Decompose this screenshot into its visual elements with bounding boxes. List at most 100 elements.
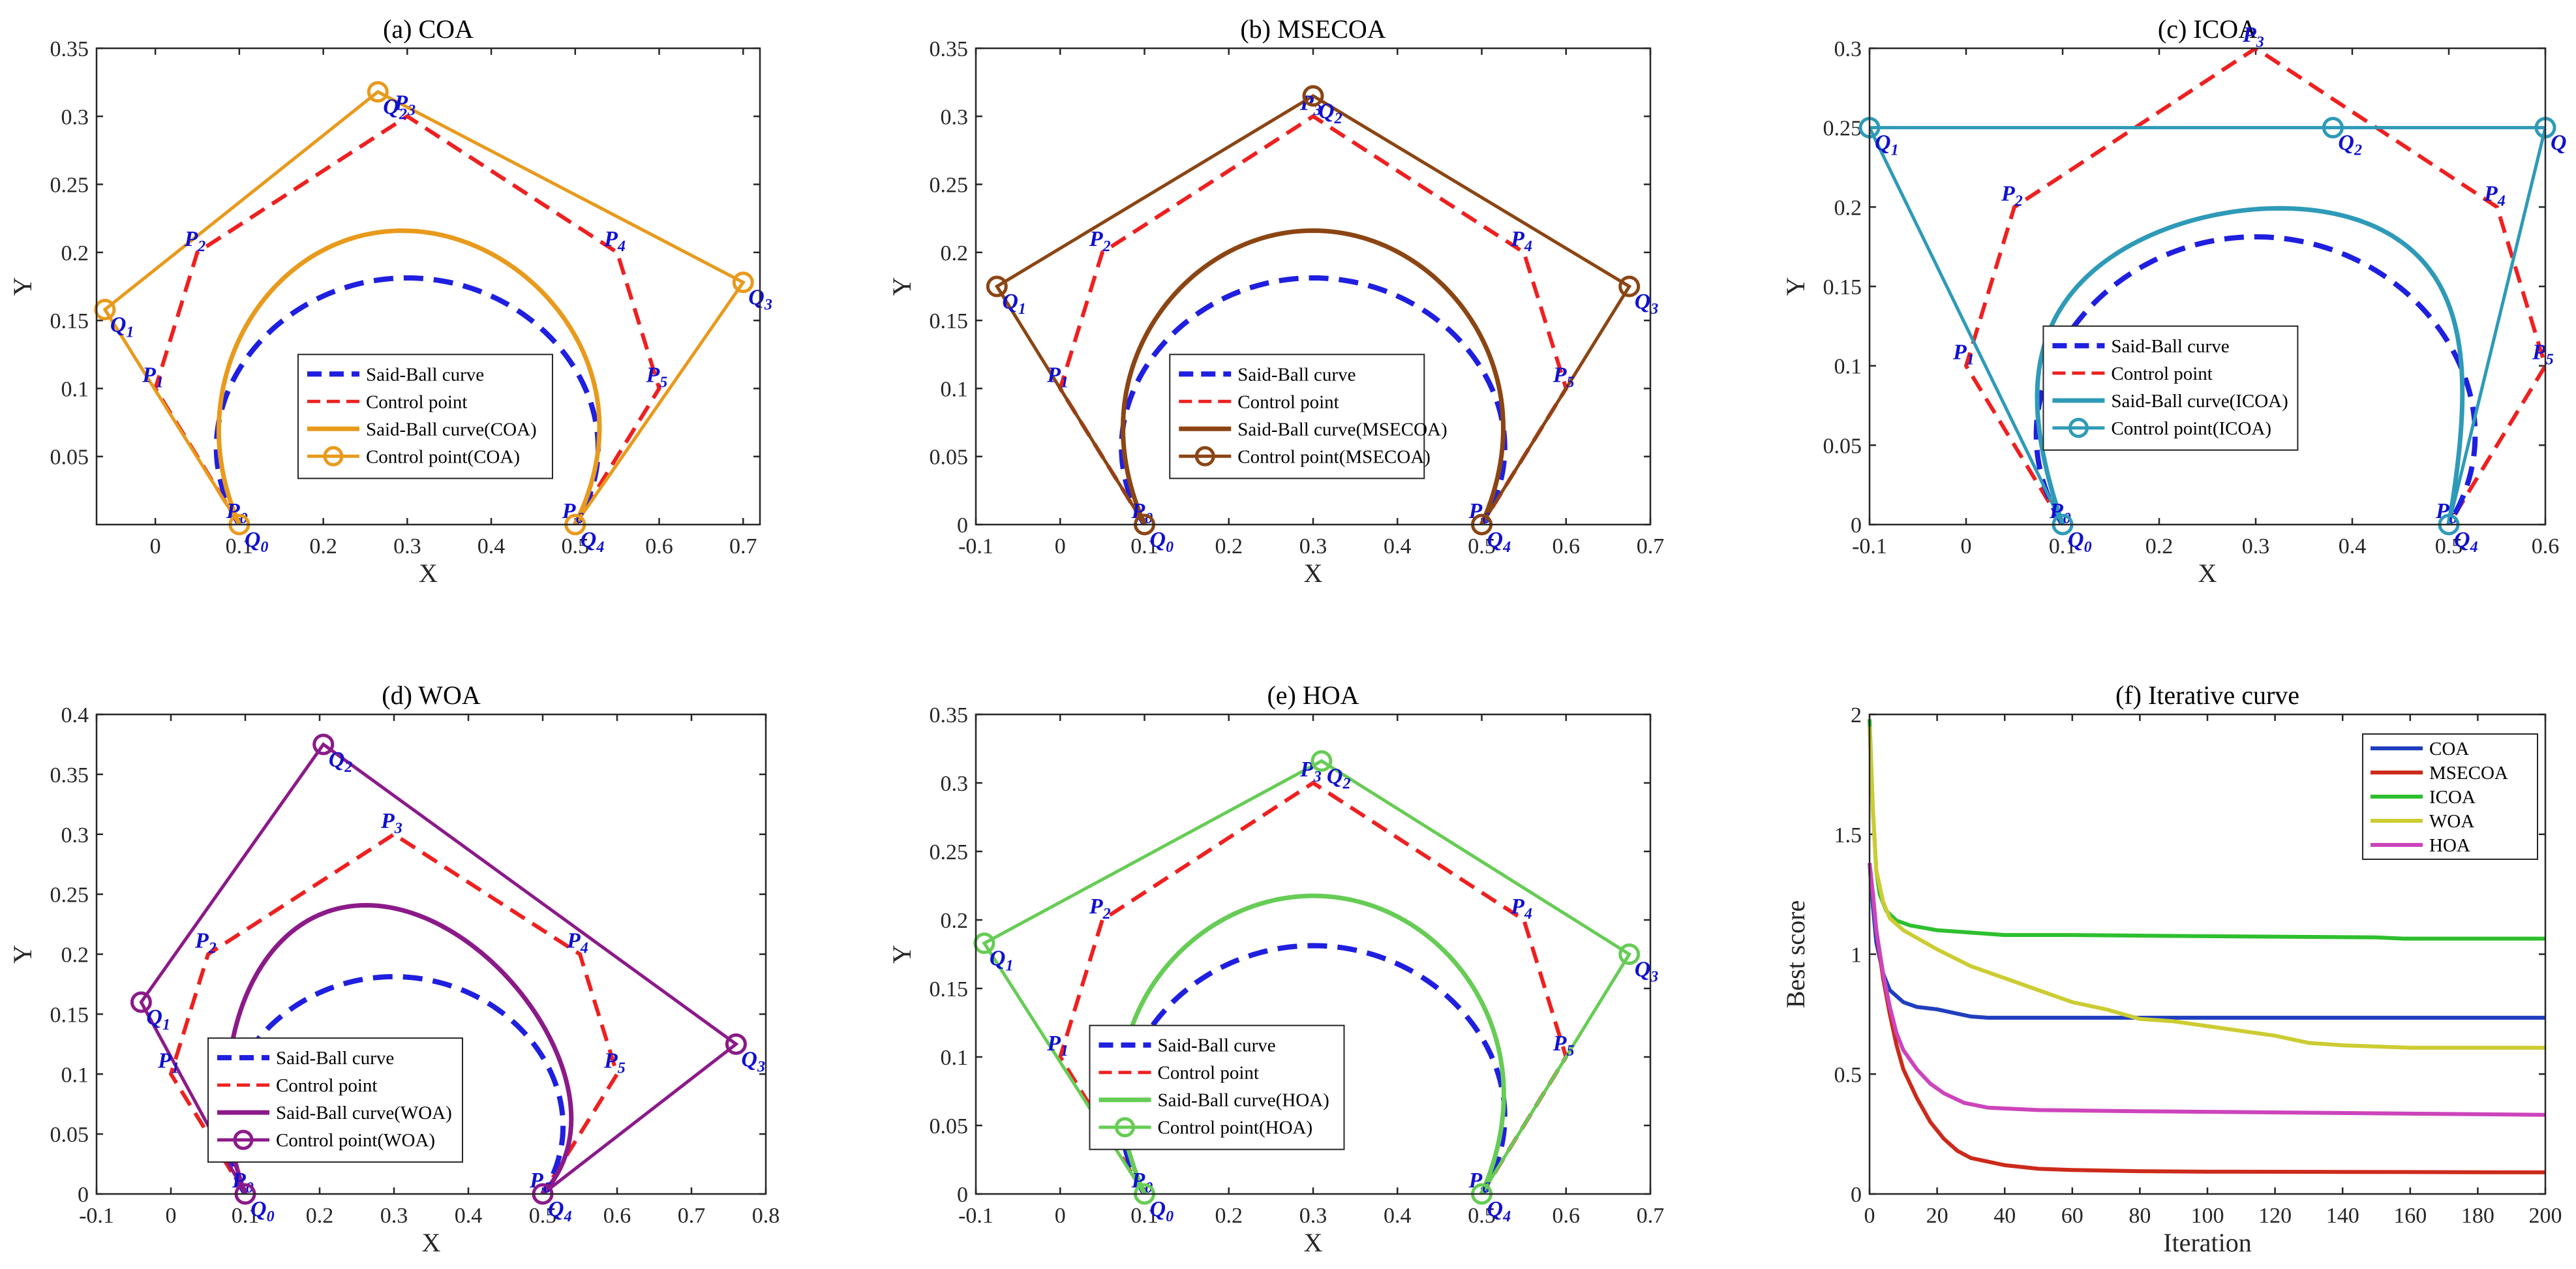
y-tick-label: 0.35	[930, 37, 969, 61]
y-tick-label: 0.25	[1823, 117, 1862, 141]
p-label-3: P3	[1299, 757, 1322, 786]
q-label-3: Q3	[748, 286, 772, 314]
legend-marker	[1114, 1117, 1135, 1138]
p-label-2: P2	[1089, 894, 1111, 923]
y-axis-label: Y	[887, 945, 917, 964]
x-tick-label: 0.6	[1553, 1204, 1581, 1228]
q-label-3: Q3	[741, 1047, 765, 1075]
x-tick-label: 0.1	[1130, 1204, 1159, 1228]
x-axis-label: X	[1304, 1228, 1323, 1257]
y-tick-label: 1	[1851, 943, 1862, 968]
y-tick-label: 0.15	[930, 309, 969, 333]
x-tick-label: 0.5	[562, 534, 590, 558]
p-label-5: P5	[1553, 1032, 1575, 1060]
chart-title: (f) Iterative curve	[2115, 680, 2299, 710]
y-axis-label: Y	[1781, 277, 1810, 296]
q-label-4: Q4	[548, 1197, 572, 1225]
p-label-4: P4	[1510, 894, 1532, 923]
panel-c: -0.1 0 0.1 0.2 0.3 0.4 0.5 0.600.050.10.150.20.…	[1781, 14, 2567, 588]
x-tick-label: 0	[166, 1204, 177, 1228]
q-label-2: Q2	[2338, 131, 2362, 159]
optimised-control-polygon	[994, 94, 1632, 525]
series-hoa	[1868, 863, 2546, 1117]
y-tick-label: 0.05	[50, 1123, 89, 1147]
x-tick-label: 0.6	[603, 1204, 631, 1228]
legend-entry: Control point(ICOA)	[2111, 418, 2271, 439]
p-label-2: P2	[183, 227, 205, 255]
y-tick-label: 0.15	[50, 309, 89, 333]
control-polygon	[168, 832, 620, 1194]
x-axis-label: X	[422, 1228, 441, 1257]
axes-box	[95, 713, 767, 1195]
p-label-2: P2	[2001, 181, 2023, 209]
q-label-0: Q0	[250, 1197, 275, 1225]
x-tick-label: 0.6	[645, 534, 673, 558]
legend: Said-Ball curve Control point Said-Ball cu…	[2042, 325, 2299, 451]
x-tick-label: 0	[1055, 534, 1066, 558]
q-label-1: Q1	[1002, 290, 1026, 318]
legend-entry: Said-Ball curve	[1157, 1035, 1275, 1056]
q-marker-1	[986, 275, 1008, 298]
legend: Said-Ball curve Control point Said-Ball cu…	[207, 1037, 463, 1163]
x-tick-label: 0.1	[2049, 534, 2077, 558]
legend-entry: Control point(HOA)	[1157, 1118, 1312, 1139]
x-tick-label: 0.4	[477, 534, 506, 558]
x-tick-label: 200	[2529, 1204, 2562, 1228]
y-tick-label: 0.25	[930, 840, 969, 864]
x-tick-label: 0.1	[1130, 534, 1159, 558]
axes-box	[975, 713, 1652, 1195]
control-polygon	[1963, 48, 2545, 525]
p-label-5: P5	[603, 1048, 626, 1077]
p-label-3: P3	[380, 809, 402, 837]
y-axis-label: Best score	[1781, 900, 1810, 1009]
panel-a: 0 0.1 0.2 0.3 0.4 0.5 0.6 0.7 0.05 0.1 0.15 0.2 0.25…	[8, 14, 772, 588]
p-label-5: P5	[646, 363, 668, 391]
legend: Said-Ball curve Control point Said-Ball cu…	[297, 354, 553, 480]
x-tick-label: -0.1	[1852, 534, 1887, 558]
x-tick-label: 0.1	[226, 534, 254, 558]
y-tick-label: 0	[957, 513, 968, 538]
x-axis-label: X	[1304, 558, 1323, 588]
axes-box	[975, 47, 1652, 526]
y-tick-label: 0.3	[941, 772, 969, 796]
p-label-5: P5	[2532, 341, 2554, 369]
p-label-3: P3	[2242, 23, 2264, 51]
p-label-4: P4	[2483, 181, 2506, 209]
legend: COA MSECOA ICOA WOA HOA	[2362, 733, 2538, 860]
legend-entry: HOA	[2429, 835, 2470, 856]
legend-entry: MSECOA	[2429, 763, 2508, 784]
legend-entry: Control point(WOA)	[276, 1130, 435, 1151]
panel-d: -0.1 0 0.1 0.2 0.3 0.4 0.5 0.6 0.7 0.800.050.10.1…	[8, 680, 780, 1257]
q-marker-1	[130, 991, 152, 1013]
y-tick-label: 0	[1851, 513, 1862, 538]
q-label-2: Q2	[383, 95, 407, 123]
x-tick-label: 0.8	[752, 1204, 780, 1228]
p-label-4: P4	[1510, 227, 1532, 255]
x-tick-label: 80	[2129, 1204, 2151, 1228]
y-tick-label: 0.05	[930, 446, 969, 470]
y-tick-label: 1.5	[1834, 823, 1862, 848]
panel-f: 0 20 40 60 80 100 120 140 160 180 200 0 0.5 1 1.5 2 (f) …	[1781, 680, 2562, 1257]
x-tick-label: 0.4	[2339, 534, 2367, 558]
legend-entry: Said-Ball curve	[276, 1048, 394, 1069]
x-tick-label: -0.1	[958, 534, 993, 558]
y-tick-label: 0.35	[50, 37, 89, 61]
legend-entry: COA	[2429, 739, 2469, 759]
x-tick-label: 140	[2326, 1204, 2359, 1228]
y-tick-label: 0	[78, 1183, 89, 1207]
x-tick-label: 160	[2393, 1204, 2427, 1228]
q-label-1: Q1	[146, 1005, 170, 1033]
x-tick-label: 100	[2191, 1204, 2224, 1228]
y-tick-label: 0.4	[61, 703, 89, 727]
q-label-2: Q2	[1318, 99, 1342, 127]
p-label-1: P1	[1046, 363, 1068, 391]
legend-entry: Said-Ball curve	[2111, 336, 2229, 357]
x-axis-label: X	[2198, 558, 2217, 588]
p-label-1: P1	[142, 363, 164, 391]
q-marker-2	[367, 81, 389, 103]
y-tick-label: 0.05	[1823, 434, 1862, 458]
chart-title: (a) COA	[383, 14, 474, 44]
legend-marker	[323, 446, 344, 466]
q-label-3: Q3	[1635, 958, 1659, 986]
q-marker-3	[1618, 943, 1641, 965]
